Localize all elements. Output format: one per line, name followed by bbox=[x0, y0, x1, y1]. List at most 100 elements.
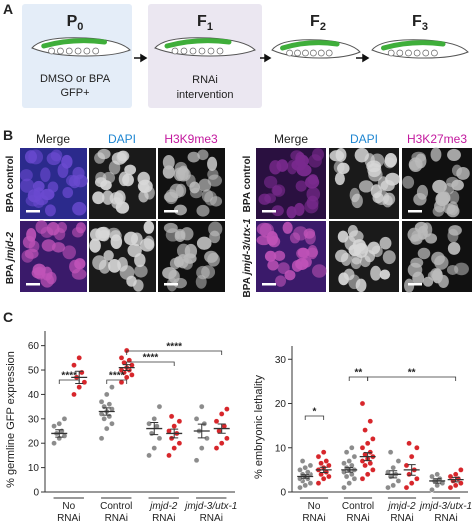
nucleus bbox=[264, 250, 277, 262]
data-point bbox=[171, 423, 177, 429]
data-point bbox=[403, 484, 410, 491]
nucleus bbox=[383, 192, 396, 206]
nucleus bbox=[108, 258, 121, 273]
y-tick-label: 20 bbox=[275, 399, 287, 410]
nucleus bbox=[275, 275, 287, 287]
column-header: DAPI bbox=[350, 132, 378, 146]
column-header: Merge bbox=[274, 132, 308, 146]
nucleus bbox=[377, 176, 389, 191]
significance-label: **** bbox=[61, 371, 77, 382]
nucleus bbox=[71, 268, 87, 280]
nucleus bbox=[143, 235, 155, 250]
nucleus bbox=[106, 227, 121, 239]
nucleus bbox=[143, 220, 155, 234]
x-tick-label: RNAi bbox=[434, 513, 457, 524]
nucleus bbox=[196, 265, 210, 280]
oocyte bbox=[302, 49, 309, 57]
oocyte bbox=[286, 49, 293, 57]
x-tick-label: Control bbox=[342, 501, 374, 512]
nucleus bbox=[46, 221, 60, 236]
data-point bbox=[341, 460, 347, 467]
error-bar bbox=[407, 464, 416, 476]
data-point bbox=[123, 374, 130, 381]
x-tick-label: No bbox=[62, 501, 75, 512]
y-tick-label: 50 bbox=[28, 366, 40, 377]
oocyte bbox=[413, 49, 421, 57]
x-tick-label: RNAi bbox=[105, 513, 128, 524]
data-point bbox=[452, 471, 459, 478]
error-bar bbox=[319, 466, 328, 474]
nucleus bbox=[413, 193, 427, 206]
y-tick-label: 10 bbox=[28, 463, 40, 474]
data-point bbox=[126, 357, 133, 364]
x-tick-label: jmjd-3/utx-1 bbox=[183, 501, 237, 512]
data-point bbox=[61, 416, 68, 422]
nucleus bbox=[447, 228, 459, 243]
column-header: H3K9me3 bbox=[164, 132, 218, 146]
nucleus bbox=[94, 152, 106, 164]
nucleus bbox=[174, 161, 188, 175]
data-point bbox=[98, 435, 105, 442]
nucleus bbox=[447, 201, 459, 216]
y-tick-label: 20 bbox=[28, 439, 40, 450]
nucleus bbox=[208, 221, 223, 237]
nucleus bbox=[271, 205, 284, 217]
data-point bbox=[406, 440, 412, 447]
worm-germline bbox=[164, 38, 232, 49]
significance-label: **** bbox=[166, 342, 182, 353]
nucleus bbox=[134, 264, 148, 278]
error-bar bbox=[389, 470, 398, 479]
nucleus bbox=[449, 190, 460, 204]
nucleus bbox=[404, 278, 415, 293]
data-point bbox=[156, 403, 163, 410]
nucleus bbox=[267, 260, 279, 271]
oocyte bbox=[216, 47, 224, 55]
data-point bbox=[156, 435, 163, 442]
data-point bbox=[447, 473, 454, 480]
nucleus bbox=[174, 230, 186, 242]
data-point bbox=[320, 475, 327, 482]
data-point bbox=[98, 398, 105, 405]
nucleus bbox=[379, 236, 392, 250]
y-tick-label: 40 bbox=[28, 390, 40, 401]
error-bar bbox=[433, 478, 442, 484]
nucleus bbox=[379, 269, 391, 280]
y-tick-label: 10 bbox=[275, 443, 287, 454]
data-point bbox=[218, 440, 225, 447]
data-point bbox=[351, 453, 358, 460]
oocyte bbox=[396, 49, 404, 57]
nucleus bbox=[273, 250, 286, 261]
nucleus bbox=[446, 264, 459, 275]
significance-bracket bbox=[106, 379, 128, 384]
oocyte bbox=[189, 47, 197, 55]
significance-bracket bbox=[367, 376, 457, 381]
data-point bbox=[362, 462, 368, 469]
data-point bbox=[198, 403, 205, 410]
x-tick-label: Control bbox=[100, 501, 132, 512]
nucleus bbox=[263, 175, 278, 189]
nucleus bbox=[89, 238, 101, 253]
data-point bbox=[71, 362, 77, 368]
nucleus bbox=[446, 176, 459, 188]
nucleus bbox=[305, 175, 320, 189]
nucleus bbox=[92, 191, 105, 205]
x-tick-label: RNAi bbox=[200, 513, 223, 524]
data-point bbox=[343, 449, 350, 455]
significance-label: **** bbox=[109, 371, 125, 382]
data-point bbox=[370, 436, 376, 442]
significance-bracket bbox=[304, 415, 325, 420]
nucleus bbox=[437, 191, 451, 205]
data-point bbox=[307, 462, 314, 469]
data-point bbox=[109, 420, 115, 427]
nucleus bbox=[304, 230, 316, 245]
column-header: H3K27me3 bbox=[407, 132, 467, 146]
stage-label: F1 bbox=[197, 13, 213, 33]
data-point bbox=[359, 444, 366, 451]
significance-bracket bbox=[58, 379, 80, 384]
nucleus bbox=[62, 186, 74, 199]
row-label: BPA jmjd-2 bbox=[5, 231, 16, 284]
data-point bbox=[146, 420, 152, 427]
f1-text: RNAi bbox=[192, 74, 218, 86]
nucleus bbox=[282, 221, 293, 234]
data-point bbox=[320, 449, 327, 455]
